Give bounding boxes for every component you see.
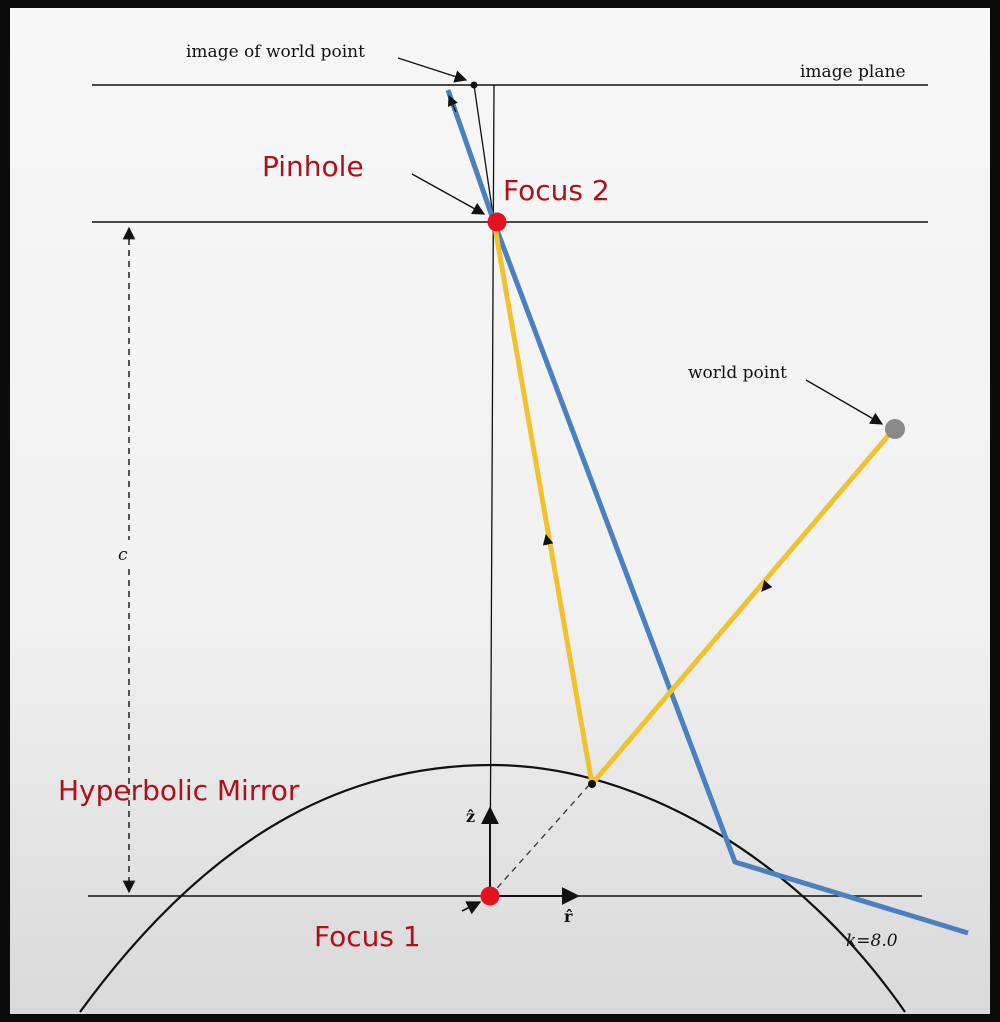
focus-1-pointer: [461, 901, 482, 915]
projection-line: [473, 84, 495, 223]
focus-1-label: Focus 1: [314, 920, 421, 953]
diagram-panel: [10, 8, 990, 1014]
focus-2-point: [487, 212, 507, 232]
image-plane-label: image plane: [800, 62, 906, 82]
yellow-ray-arrow-reflected: [542, 533, 554, 546]
world-point-label: world point: [688, 363, 787, 383]
focus-2-label: Focus 2: [503, 174, 610, 207]
hyperbolic-mirror-curve: [79, 763, 906, 1013]
focus-1-point: [480, 886, 500, 906]
image-of-world-point-pointer: [397, 57, 468, 83]
world-point-pointer: [805, 379, 884, 425]
pinhole-pointer: [411, 173, 486, 215]
hyperbolic-mirror-label: Hyperbolic Mirror: [58, 774, 300, 807]
c-label-gap: [112, 540, 146, 566]
blue-ray: [445, 89, 969, 936]
reflection-point: [588, 780, 596, 788]
z-axis-label: ẑ: [466, 807, 475, 826]
k-value-label: k=8.0: [846, 931, 898, 951]
image-point: [470, 81, 478, 89]
r-axis-label: r̂: [564, 907, 573, 926]
image-of-world-point-label: image of world point: [186, 42, 365, 62]
blue-ray-arrow: [447, 95, 458, 113]
focus-1-to-mirror-dashed: [489, 783, 591, 897]
yellow-ray-arrow-incoming: [761, 580, 773, 592]
c-label: c: [118, 545, 128, 565]
pinhole-label: Pinhole: [262, 150, 364, 183]
world-point: [885, 419, 905, 439]
